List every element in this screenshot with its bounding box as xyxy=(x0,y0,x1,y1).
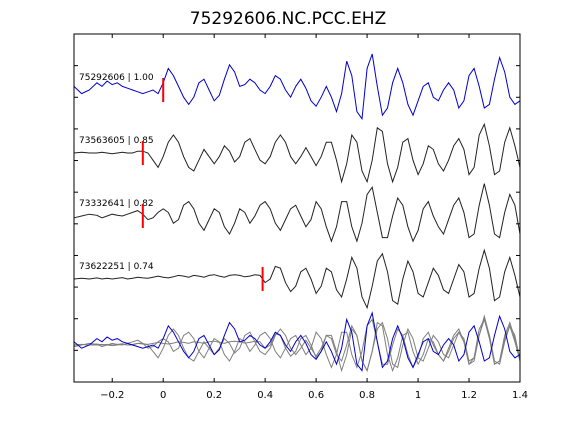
x-tick-label: 0.6 xyxy=(308,390,324,401)
trace-4-label: 73622251 | 0.74 xyxy=(79,262,154,272)
x-tick-label: −0.2 xyxy=(100,390,124,401)
overlay-trace-3 xyxy=(73,314,521,369)
trace-1-waveform xyxy=(73,53,521,121)
trace-4-waveform xyxy=(73,248,521,310)
trace-2-waveform xyxy=(73,122,521,184)
x-tick-label: 0 xyxy=(160,390,166,401)
trace-2-label: 73563605 | 0.85 xyxy=(79,136,154,146)
overlay-trace-4 xyxy=(73,317,521,372)
x-tick-label: 1.4 xyxy=(512,390,528,401)
x-tick-label: 0.4 xyxy=(257,390,273,401)
overlay-trace-2 xyxy=(73,318,521,373)
chart-title: 75292606.NC.PCC.EHZ xyxy=(190,9,387,29)
trace-1-label: 75292606 | 1.00 xyxy=(79,73,154,83)
plot-area: 75292606 | 1.00 73563605 | 0.85 73332641 |… xyxy=(73,53,521,373)
x-axis: −0.2 0 0.2 0.4 0.6 0.8 1 1.2 1.4 xyxy=(100,34,528,401)
x-tick-label: 1 xyxy=(415,390,421,401)
overlay-trace-1 xyxy=(73,311,521,372)
axes-frame xyxy=(73,33,521,383)
x-tick-label: 0.8 xyxy=(359,390,375,401)
x-tick-label: 0.2 xyxy=(206,390,222,401)
x-tick-label: 1.2 xyxy=(461,390,477,401)
y-axis-ticks xyxy=(74,65,520,351)
trace-3-label: 73332641 | 0.82 xyxy=(79,199,154,209)
trace-3-waveform xyxy=(73,183,521,243)
